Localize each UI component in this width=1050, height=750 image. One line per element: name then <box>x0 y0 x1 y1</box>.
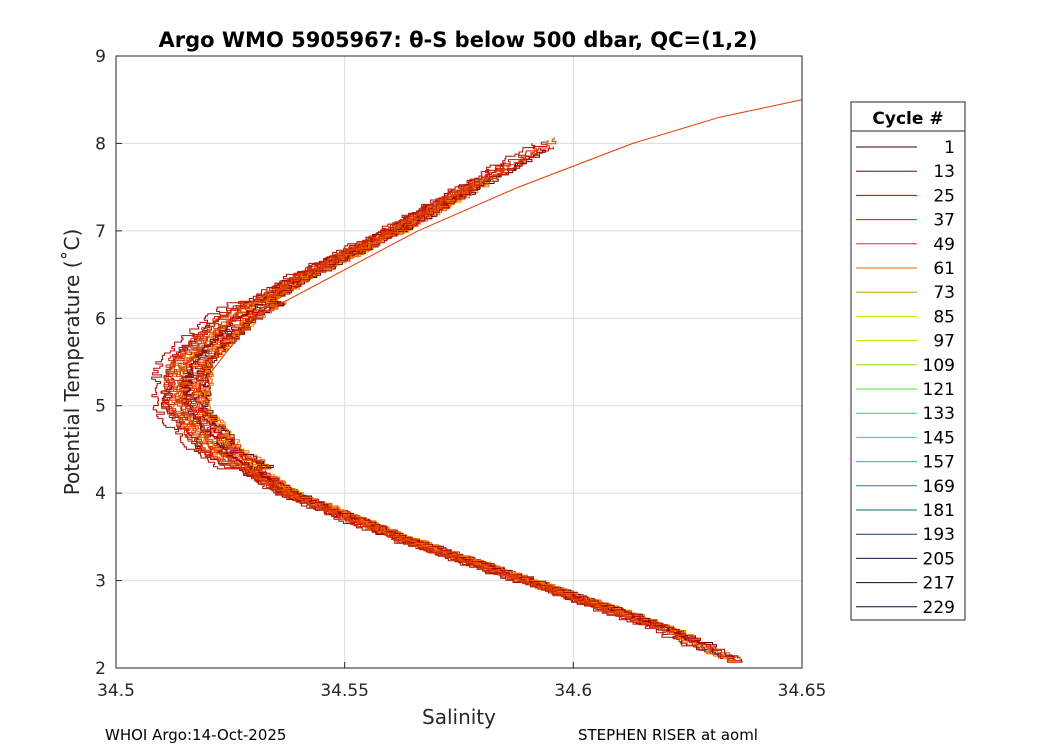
legend-label: 205 <box>923 549 955 569</box>
legend-box <box>850 101 966 621</box>
legend-label: 109 <box>923 356 955 376</box>
legend-label: 37 <box>933 211 955 231</box>
x-tick-label: 34.6 <box>554 681 592 701</box>
y-tick-label: 7 <box>95 222 106 242</box>
profile-line <box>160 163 633 619</box>
plot-area: 34.5 34.55 34.6 34.65 2 3 4 5 6 7 8 9 <box>95 47 826 701</box>
profile-line <box>151 143 706 651</box>
legend-label: 229 <box>923 598 955 618</box>
legend-label: 133 <box>923 404 955 424</box>
profile-line <box>194 146 739 659</box>
x-tick-label: 34.5 <box>97 681 135 701</box>
legend-label: 1 <box>944 138 955 158</box>
profile-line <box>175 149 630 618</box>
legend-title: Cycle # <box>872 109 943 129</box>
chart-title: Argo WMO 5905967: θ-S below 500 dbar, QC… <box>159 28 758 52</box>
legend-label: 145 <box>923 428 955 448</box>
x-tick-label: 34.65 <box>778 681 827 701</box>
footer-left: WHOI Argo:14-Oct-2025 <box>105 726 286 744</box>
y-tick-label: 5 <box>95 397 106 417</box>
legend-label: 85 <box>933 307 955 327</box>
axes-background <box>116 56 802 668</box>
legend-label: 25 <box>933 186 955 206</box>
y-tick-label: 6 <box>95 309 106 329</box>
legend-label: 217 <box>923 574 955 594</box>
axes-box <box>115 55 803 669</box>
y-axis-label: Potential Temperature (˚C) <box>60 229 84 496</box>
y-tick-label: 2 <box>95 659 106 679</box>
profile-lines <box>151 99 803 664</box>
legend-label: 73 <box>933 283 955 303</box>
legend: Cycle # 1 13 25 37 49 61 73 85 97 109 121 133 145 157… <box>850 101 966 621</box>
legend-label: 181 <box>923 501 955 521</box>
legend-label: 193 <box>923 525 955 545</box>
legend-label: 121 <box>923 380 955 400</box>
profile-line <box>184 99 803 407</box>
profile-line <box>161 196 656 626</box>
y-axis-ticks: 2 3 4 5 6 7 8 9 <box>95 47 122 679</box>
y-tick-label: 8 <box>95 134 106 154</box>
y-tick-label: 4 <box>95 484 106 504</box>
legend-label: 169 <box>923 477 955 497</box>
legend-label: 97 <box>933 332 955 352</box>
y-tick-label: 3 <box>95 572 106 592</box>
x-tick-label: 34.55 <box>320 681 369 701</box>
legend-label: 61 <box>933 259 955 279</box>
x-axis-label: Salinity <box>422 705 496 729</box>
legend-label: 13 <box>933 162 955 182</box>
legend-label: 49 <box>933 235 955 255</box>
legend-label: 157 <box>923 453 955 473</box>
footer-right: STEPHEN RISER at aoml <box>578 726 758 744</box>
legend-items: 1 13 25 37 49 61 73 85 97 109 121 133 145 157 169 181 19… <box>856 138 955 618</box>
x-axis-ticks: 34.5 34.55 34.6 34.65 <box>97 662 826 701</box>
y-tick-label: 9 <box>95 47 106 67</box>
